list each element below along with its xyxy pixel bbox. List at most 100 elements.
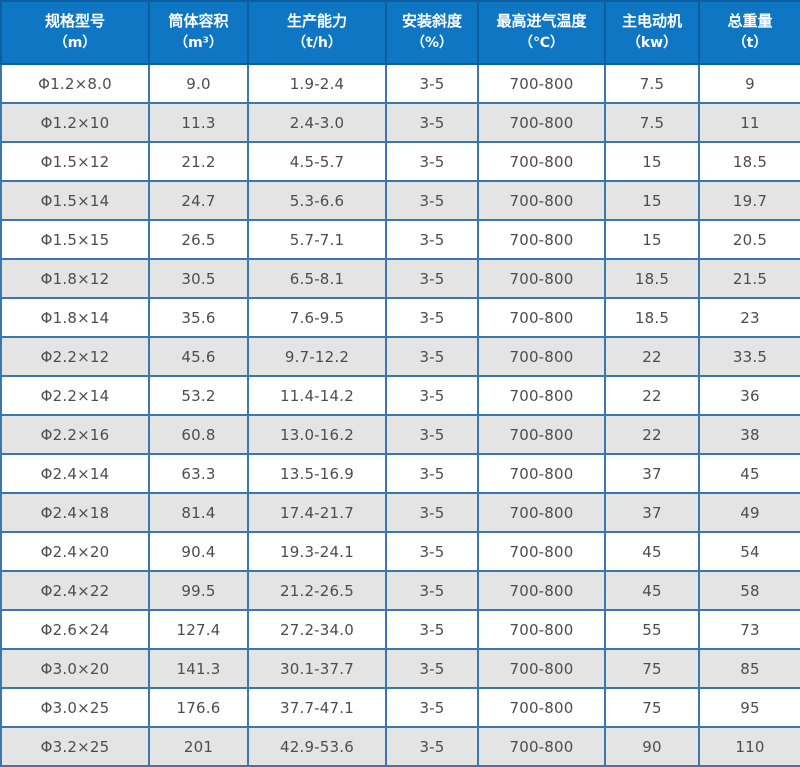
table-cell: 3-5 [385,531,479,573]
table-cell: 15 [604,180,700,222]
column-unit: （%） [410,34,454,51]
table-row: Φ1.2×8.0 9.0 1.9-2.4 3-5 700-800 7.5 9 [0,63,800,105]
column-header: 安装斜度 （%） [385,0,479,66]
column-label: 总重量 [727,12,773,30]
table-cell: 49 [698,492,800,534]
table-cell: 11.4-14.2 [247,375,387,417]
table-cell: 3-5 [385,336,479,378]
column-label: 安装斜度 [401,12,462,30]
table-cell: Φ1.2×8.0 [0,63,150,105]
table-cell: 27.2-34.0 [247,609,387,651]
table-cell: 700-800 [477,570,606,612]
table-cell: 3-5 [385,141,479,183]
column-label: 筒体容积 [168,12,229,30]
header-row: 规格型号 （m） 筒体容积 （m³） 生产能力 （t/h） 安装斜度 （%） 最高进气温度 （℃）… [0,0,800,66]
column-label: 规格型号 [44,12,105,30]
column-header: 筒体容积 （m³） [148,0,249,66]
table-cell: 700-800 [477,258,606,300]
table-cell: 3-5 [385,492,479,534]
table-cell: 26.5 [148,219,249,261]
table-cell: Φ2.4×22 [0,570,150,612]
table-cell: 700-800 [477,219,606,261]
table-cell: 11.3 [148,102,249,144]
table-cell: 30.1-37.7 [247,648,387,690]
table-cell: Φ2.6×24 [0,609,150,651]
table-cell: 81.4 [148,492,249,534]
table-cell: 85 [698,648,800,690]
table-cell: 5.7-7.1 [247,219,387,261]
table-cell: 30.5 [148,258,249,300]
table-cell: 36 [698,375,800,417]
table-cell: 3-5 [385,453,479,495]
column-label: 最高进气温度 [496,12,587,30]
table-cell: 9.7-12.2 [247,336,387,378]
table-cell: 3-5 [385,414,479,456]
table-row: Φ2.4×18 81.4 17.4-21.7 3-5 700-800 37 49 [0,492,800,534]
table-cell: 700-800 [477,375,606,417]
table-cell: 35.6 [148,297,249,339]
table-cell: 37.7-47.1 [247,687,387,729]
table-row: Φ2.4×20 90.4 19.3-24.1 3-5 700-800 45 54 [0,531,800,573]
table-cell: 45 [604,570,700,612]
table-cell: 58 [698,570,800,612]
table-cell: Φ2.2×14 [0,375,150,417]
table-cell: 2.4-3.0 [247,102,387,144]
table-cell: 55 [604,609,700,651]
table-cell: 7.6-9.5 [247,297,387,339]
table-header: 规格型号 （m） 筒体容积 （m³） 生产能力 （t/h） 安装斜度 （%） 最高进气温度 （℃）… [0,0,800,66]
table-cell: 21.2-26.5 [247,570,387,612]
table-cell: 3-5 [385,180,479,222]
column-unit: （m） [53,34,97,51]
table-cell: 60.8 [148,414,249,456]
column-label: 生产能力 [286,12,347,30]
table-row: Φ1.8×14 35.6 7.6-9.5 3-5 700-800 18.5 23 [0,297,800,339]
table-cell: 6.5-8.1 [247,258,387,300]
table-cell: Φ1.2×10 [0,102,150,144]
table-row: Φ2.6×24 127.4 27.2-34.0 3-5 700-800 55 73 [0,609,800,651]
table-cell: 18.5 [604,258,700,300]
table-cell: Φ3.0×25 [0,687,150,729]
table-cell: 15 [604,141,700,183]
table-cell: Φ2.4×14 [0,453,150,495]
table-cell: 19.7 [698,180,800,222]
table-cell: 9.0 [148,63,249,105]
table-cell: 700-800 [477,531,606,573]
table-cell: 700-800 [477,648,606,690]
table-cell: 22 [604,375,700,417]
table-row: Φ2.2×16 60.8 13.0-16.2 3-5 700-800 22 38 [0,414,800,456]
table-cell: 700-800 [477,414,606,456]
column-unit: （℃） [519,34,564,51]
table-row: Φ1.2×10 11.3 2.4-3.0 3-5 700-800 7.5 11 [0,102,800,144]
table-cell: 700-800 [477,336,606,378]
table-cell: 3-5 [385,375,479,417]
table-cell: Φ2.2×12 [0,336,150,378]
table-cell: 63.3 [148,453,249,495]
table-cell: 3-5 [385,648,479,690]
table-row: Φ3.0×20 141.3 30.1-37.7 3-5 700-800 75 85 [0,648,800,690]
column-header: 最高进气温度 （℃） [477,0,606,66]
table-cell: 24.7 [148,180,249,222]
column-header: 主电动机 （kw） [604,0,700,66]
table-cell: 45 [698,453,800,495]
table-cell: 99.5 [148,570,249,612]
table-cell: 1.9-2.4 [247,63,387,105]
table-cell: Φ1.5×14 [0,180,150,222]
table-cell: 37 [604,453,700,495]
table-cell: 38 [698,414,800,456]
table-cell: Φ1.8×12 [0,258,150,300]
table-cell: 17.4-21.7 [247,492,387,534]
table-cell: Φ1.8×14 [0,297,150,339]
table-cell: 700-800 [477,63,606,105]
table-row: Φ2.4×22 99.5 21.2-26.5 3-5 700-800 45 58 [0,570,800,612]
table-row: Φ2.2×14 53.2 11.4-14.2 3-5 700-800 22 36 [0,375,800,417]
table-row: Φ1.5×14 24.7 5.3-6.6 3-5 700-800 15 19.7 [0,180,800,222]
table-cell: Φ2.4×20 [0,531,150,573]
column-header: 生产能力 （t/h） [247,0,387,66]
table-row: Φ1.8×12 30.5 6.5-8.1 3-5 700-800 18.5 21.5 [0,258,800,300]
table-row: Φ1.5×15 26.5 5.7-7.1 3-5 700-800 15 20.5 [0,219,800,261]
table-cell: 15 [604,219,700,261]
column-header: 规格型号 （m） [0,0,150,66]
table-cell: 18.5 [698,141,800,183]
table-cell: 21.2 [148,141,249,183]
